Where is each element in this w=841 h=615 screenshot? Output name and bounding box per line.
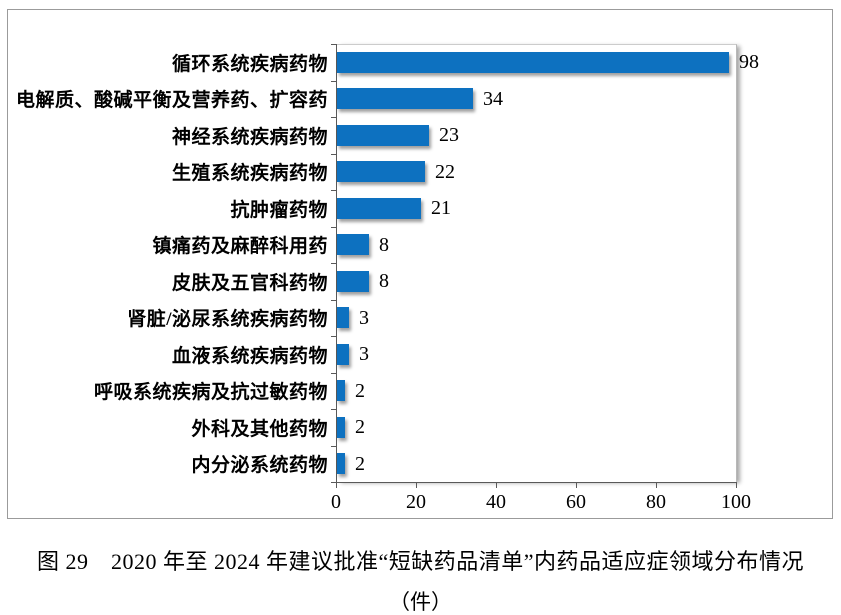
figure-caption-line2: （件） <box>389 590 452 614</box>
category-label: 外科及其他药物 <box>191 418 328 440</box>
category-label-row: 循环系统疾病药物 <box>14 44 328 81</box>
value-label: 2 <box>355 379 365 402</box>
bar <box>337 234 369 256</box>
x-axis-tick <box>496 483 497 488</box>
category-label: 内分泌系统药物 <box>191 455 328 477</box>
y-axis-tick <box>331 446 336 447</box>
y-axis-tick <box>331 190 336 191</box>
category-label: 循环系统疾病药物 <box>171 53 328 75</box>
category-label-row: 肾脏/泌尿系统疾病药物 <box>14 300 328 337</box>
bar <box>337 307 349 329</box>
x-axis-tick <box>416 483 417 488</box>
x-axis-tick <box>576 483 577 488</box>
bar <box>337 197 421 219</box>
category-label: 呼吸系统疾病及抗过敏药物 <box>93 382 328 404</box>
x-axis-tick-label: 80 <box>646 491 666 513</box>
bar <box>337 416 345 438</box>
value-label: 3 <box>359 306 369 329</box>
plot-area <box>336 44 737 483</box>
x-axis: 0 20 40 60 80 100 <box>331 482 751 513</box>
category-label-row: 镇痛药及麻醉科用药 <box>14 227 328 264</box>
value-label: 2 <box>355 452 365 475</box>
value-label: 21 <box>431 197 451 220</box>
x-axis-tick-label: 40 <box>486 491 506 513</box>
category-label: 电解质、酸碱平衡及营养药、扩容药 <box>15 90 328 112</box>
bar <box>337 380 345 402</box>
x-axis-tick-label: 20 <box>406 491 426 513</box>
bar <box>337 51 729 73</box>
y-axis-tick <box>331 117 336 118</box>
x-axis-tick-label: 0 <box>331 491 341 513</box>
category-label-row: 皮肤及五官科药物 <box>14 263 328 300</box>
category-label-row: 抗肿瘤药物 <box>14 190 328 227</box>
y-axis-tick <box>331 81 336 82</box>
category-label-row: 神经系统疾病药物 <box>14 117 328 154</box>
bar <box>337 88 473 110</box>
category-label-row: 电解质、酸碱平衡及营养药、扩容药 <box>14 81 328 118</box>
y-axis-tick <box>331 300 336 301</box>
y-axis-tick <box>331 409 336 410</box>
value-label: 23 <box>439 124 459 147</box>
x-axis-tick-label: 60 <box>566 491 586 513</box>
category-label: 血液系统疾病药物 <box>171 345 328 367</box>
category-label-row: 外科及其他药物 <box>14 409 328 446</box>
figure-caption-line1: 图 29 2020 年至 2024 年建议批准“短缺药品清单”内药品适应症领域分… <box>36 549 805 574</box>
value-label: 8 <box>379 270 389 293</box>
category-label: 抗肿瘤药物 <box>230 199 328 221</box>
category-label: 生殖系统疾病药物 <box>171 163 328 185</box>
y-axis-tick <box>331 227 336 228</box>
category-label: 皮肤及五官科药物 <box>171 272 328 294</box>
value-label: 3 <box>359 343 369 366</box>
y-axis-tick <box>331 336 336 337</box>
category-label: 肾脏/泌尿系统疾病药物 <box>127 309 328 331</box>
y-axis-tick <box>331 373 336 374</box>
bar <box>337 124 429 146</box>
bar <box>337 161 425 183</box>
x-axis-tick <box>656 483 657 488</box>
value-label: 98 <box>739 51 759 74</box>
value-label: 34 <box>483 87 503 110</box>
y-axis-tick <box>331 263 336 264</box>
value-label: 22 <box>435 160 455 183</box>
value-label: 2 <box>355 416 365 439</box>
bar <box>337 453 345 475</box>
category-label: 神经系统疾病药物 <box>171 126 328 148</box>
y-axis-tick <box>331 154 336 155</box>
x-axis-tick <box>336 483 337 488</box>
x-axis-tick-label: 100 <box>721 491 751 513</box>
category-label: 镇痛药及麻醉科用药 <box>152 236 328 258</box>
y-axis-tick <box>331 44 336 45</box>
category-label-row: 生殖系统疾病药物 <box>14 154 328 191</box>
category-label-row: 呼吸系统疾病及抗过敏药物 <box>14 373 328 410</box>
category-label-row: 血液系统疾病药物 <box>14 336 328 373</box>
bar <box>337 343 349 365</box>
x-axis-tick <box>736 483 737 488</box>
category-label-row: 内分泌系统药物 <box>14 446 328 483</box>
value-label: 8 <box>379 233 389 256</box>
bar <box>337 270 369 292</box>
